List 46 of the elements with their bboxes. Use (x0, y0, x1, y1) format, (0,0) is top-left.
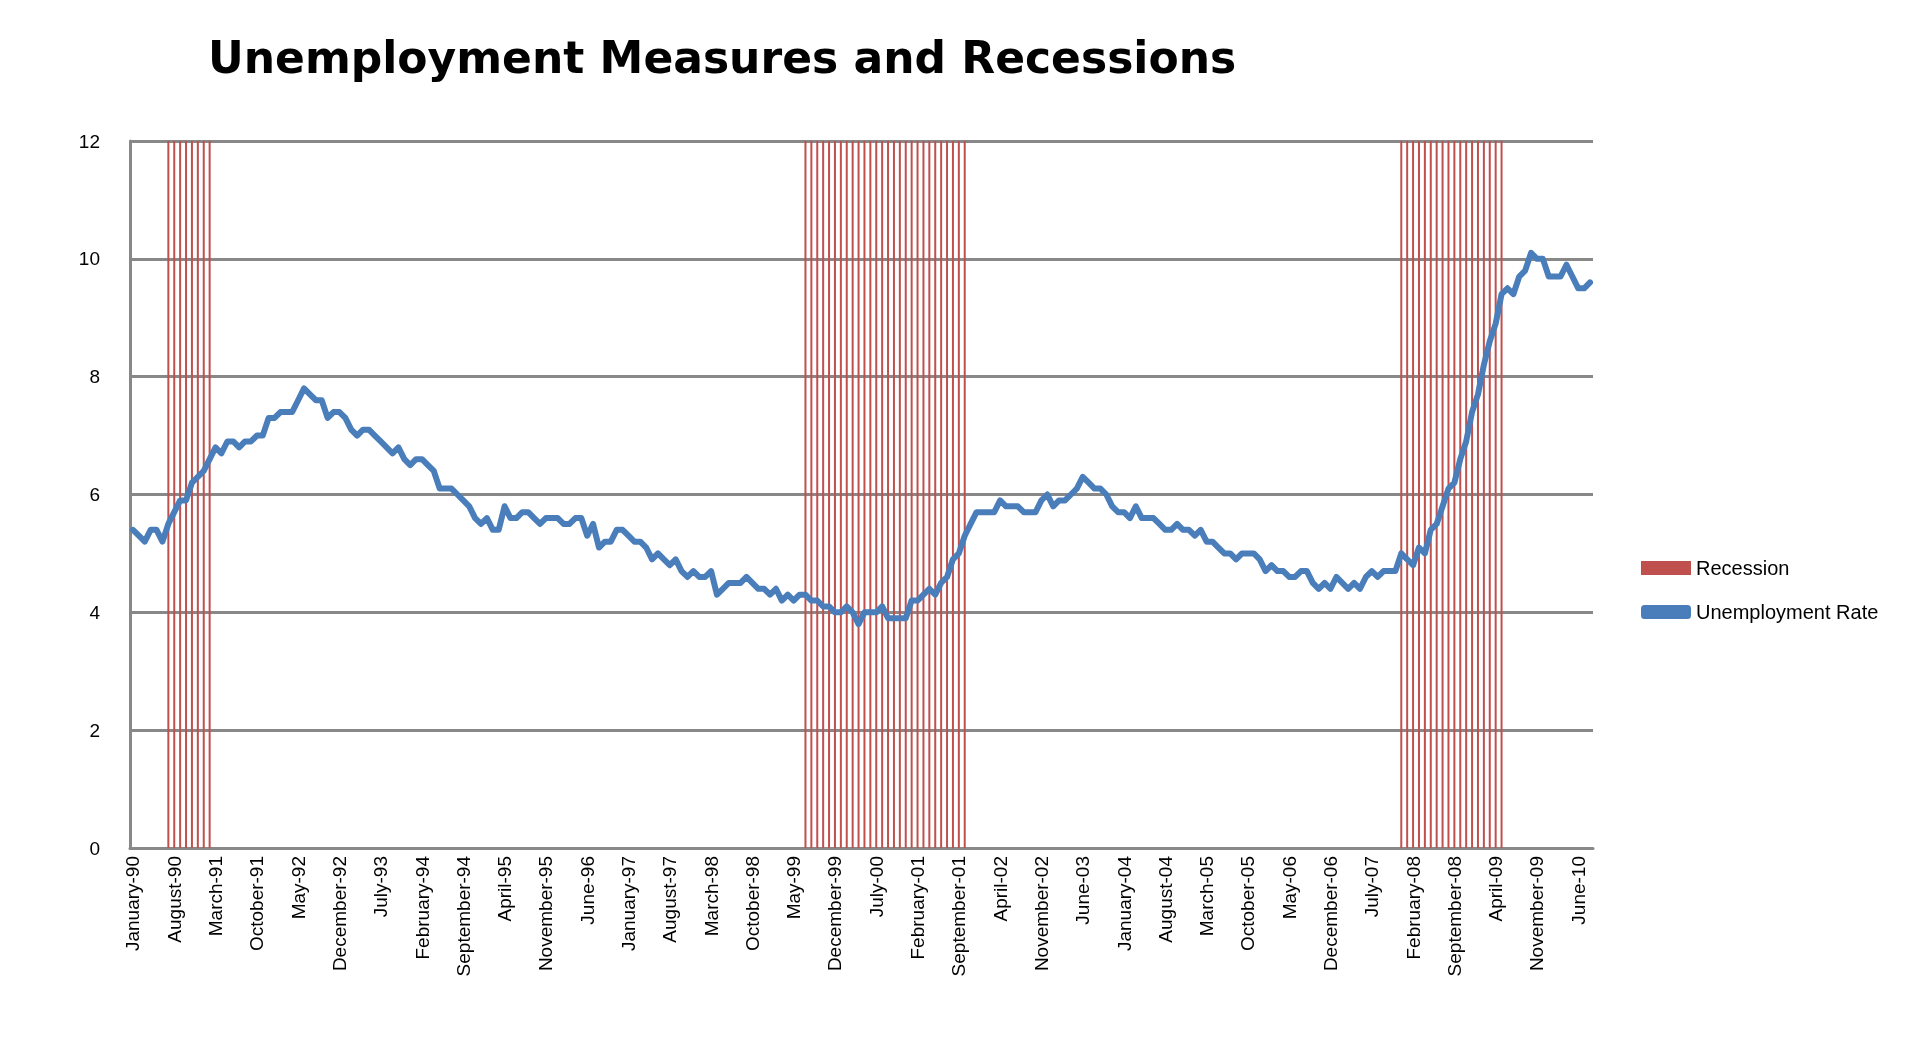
x-tick-label: January-97 (617, 856, 639, 952)
x-tick-label: October-98 (741, 856, 763, 952)
x-tick-label: January-90 (122, 856, 144, 952)
x-tick-label: August-97 (659, 856, 681, 943)
x-tick-label: July-00 (865, 856, 887, 918)
x-tick-label: January-04 (1113, 855, 1135, 952)
x-tick-label: February-08 (1402, 856, 1424, 960)
x-tick-label: April-09 (1485, 856, 1507, 922)
x-tick-label: February-94 (411, 855, 433, 960)
chart-title: Unemployment Measures and Recessions (208, 31, 1237, 83)
x-tick-label: August-90 (163, 856, 185, 943)
x-tick-label: November-09 (1526, 856, 1548, 972)
y-tick-label: 10 (78, 248, 100, 270)
x-tick-label: August-04 (1154, 855, 1176, 943)
x-tick-label: November-02 (1030, 856, 1052, 972)
x-tick-label: June-96 (576, 856, 598, 925)
y-tick-label: 0 (89, 837, 100, 859)
x-tick-label: February-01 (907, 856, 929, 960)
x-tick-label: April-02 (989, 856, 1011, 922)
x-tick-label: March-91 (205, 856, 227, 937)
x-tick-label: May-06 (1278, 856, 1300, 920)
x-tick-label: December-99 (824, 856, 846, 972)
x-tick-label: September-94 (452, 855, 474, 977)
y-tick-label: 12 (78, 130, 100, 152)
x-tick-label: March-98 (700, 856, 722, 937)
x-tick-label: November-95 (535, 856, 557, 972)
x-tick-label: September-01 (948, 856, 970, 977)
x-tick-label: December-06 (1319, 856, 1341, 972)
x-tick-label: June-03 (1072, 856, 1094, 925)
x-tick-label: May-92 (287, 856, 309, 920)
x-tick-label: October-91 (246, 856, 268, 952)
legend-label: Unemployment Rate (1696, 601, 1879, 623)
y-tick-label: 6 (89, 484, 100, 505)
x-tick-label: June-10 (1567, 856, 1589, 925)
legend-label: Recession (1696, 557, 1790, 579)
x-tick-label: March-05 (1196, 856, 1218, 937)
x-tick-label: December-92 (328, 856, 350, 972)
y-tick-label: 8 (89, 366, 100, 388)
x-tick-label: October-05 (1237, 856, 1259, 952)
x-tick-label: April-95 (494, 856, 516, 922)
x-tick-label: July-93 (370, 856, 392, 918)
x-tick-label: May-99 (783, 856, 805, 920)
x-tick-label: September-08 (1443, 856, 1465, 977)
y-tick-label: 4 (89, 601, 101, 623)
x-tick-label: July-07 (1361, 856, 1383, 918)
y-tick-label: 2 (89, 719, 100, 741)
